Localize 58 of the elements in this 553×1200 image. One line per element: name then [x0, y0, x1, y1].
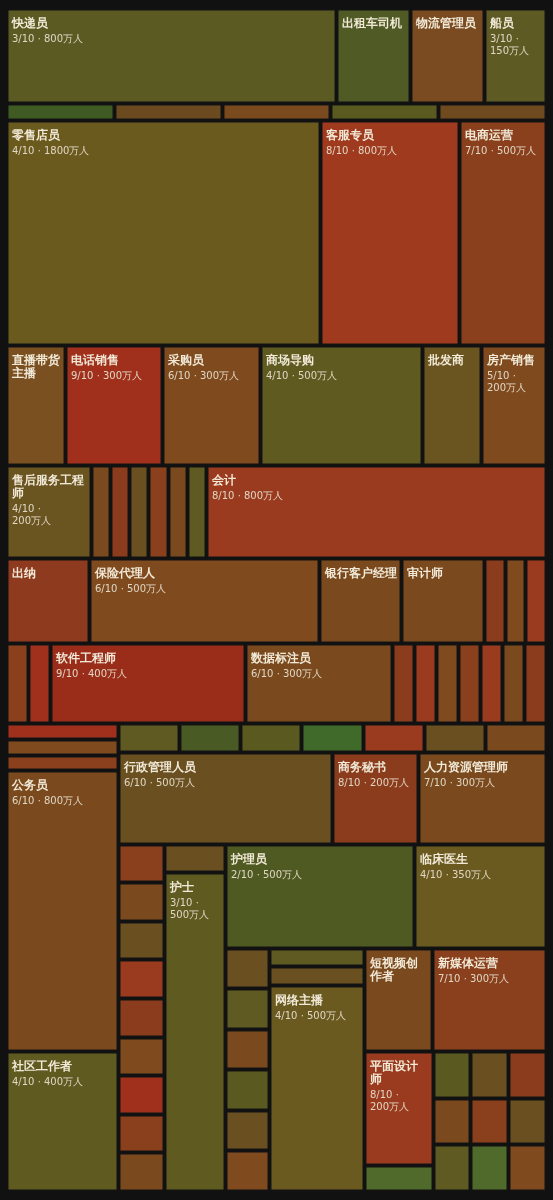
category-label: 商务秘书	[337, 759, 386, 774]
category-label: 批发商	[427, 352, 464, 367]
category-label: 护理员	[230, 851, 268, 866]
category-label: 短视频创作者	[369, 955, 418, 984]
category-label: 船员	[489, 15, 515, 30]
category-label: 房产销售	[486, 352, 535, 367]
category-label: 出租车司机	[342, 15, 402, 30]
data-label: 6/10 · 500万人	[95, 582, 167, 594]
data-label: 8/10 · 200万人	[370, 1089, 410, 1113]
category-label: 网络主播	[275, 992, 324, 1007]
data-label: 5/10 · 200万人	[487, 369, 527, 393]
data-label: 9/10 · 400万人	[56, 667, 128, 679]
data-label: 9/10 · 300万人	[71, 369, 143, 381]
category-label: 数据标注员	[250, 650, 312, 665]
category-label: 平面设计师	[369, 1058, 418, 1087]
category-label: 社区工作者	[11, 1058, 72, 1073]
category-label: 临床医生	[420, 851, 468, 866]
data-label: 7/10 · 300万人	[424, 776, 496, 788]
category-label: 保险代理人	[94, 565, 156, 580]
category-label: 商场导购	[265, 352, 314, 367]
data-label: 6/10 · 300万人	[251, 667, 323, 679]
data-label: 4/10 · 500万人	[275, 1009, 347, 1021]
category-label: 软件工程师	[55, 650, 116, 665]
category-label: 护士	[169, 879, 194, 894]
data-label: 3/10 · 500万人	[170, 896, 210, 920]
category-label: 电商运营	[465, 127, 513, 142]
data-label: 4/10 · 1800万人	[12, 144, 90, 156]
category-label: 采购员	[167, 352, 205, 367]
data-label: 8/10 · 200万人	[338, 776, 410, 788]
category-label: 会计	[211, 472, 236, 487]
category-label: 快递员	[11, 15, 49, 30]
category-label: 售后服务工程师	[11, 472, 84, 501]
data-label: 7/10 · 500万人	[465, 144, 537, 156]
category-label: 行政管理人员	[123, 759, 197, 774]
category-label: 新媒体运营	[437, 955, 498, 970]
category-label: 银行客户经理	[324, 565, 397, 580]
category-label: 审计师	[407, 565, 443, 580]
category-label: 客服专员	[325, 127, 375, 142]
data-label: 4/10 · 200万人	[12, 503, 52, 527]
data-label: 4/10 · 400万人	[12, 1075, 84, 1087]
data-label: 3/10 · 150万人	[490, 32, 530, 56]
category-label: 电话销售	[71, 352, 119, 367]
category-label: 出纳	[12, 565, 36, 580]
data-label: 2/10 · 500万人	[231, 868, 303, 880]
category-label: 人力资源管理师	[423, 759, 508, 774]
data-label: 6/10 · 300万人	[168, 369, 240, 381]
data-label: 4/10 · 500万人	[266, 369, 338, 381]
data-label: 4/10 · 350万人	[420, 868, 492, 880]
category-label: 物流管理员	[415, 15, 477, 30]
category-label: 公务员	[11, 777, 49, 792]
data-label: 8/10 · 800万人	[212, 489, 284, 501]
category-label: 直播带货主播	[11, 352, 61, 381]
data-label: 8/10 · 800万人	[326, 144, 398, 156]
data-label: 6/10 · 500万人	[124, 776, 196, 788]
data-label: 3/10 · 800万人	[12, 32, 84, 44]
data-label: 7/10 · 300万人	[438, 972, 510, 984]
data-label: 6/10 · 800万人	[12, 794, 84, 806]
category-label: 零售店员	[11, 127, 61, 142]
